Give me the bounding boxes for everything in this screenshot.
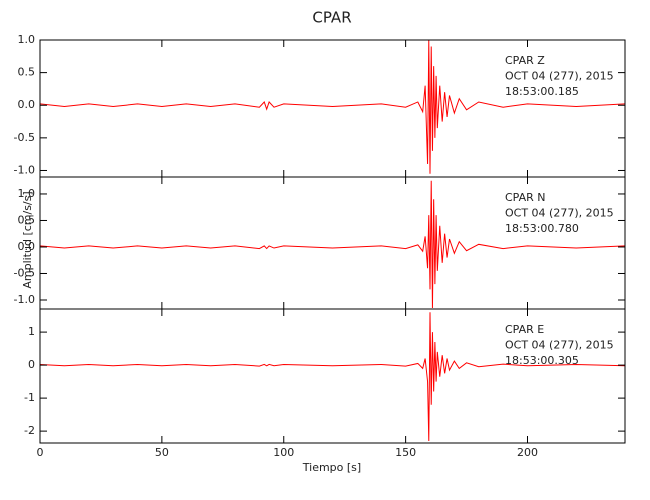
annotation: OCT 04 (277), 2015: [505, 339, 614, 352]
y-tick-label: -1: [24, 391, 35, 404]
waveform: [39, 39, 626, 174]
annotation: 18:53:00.305: [505, 354, 579, 367]
y-tick-label: 0.0: [18, 240, 36, 253]
y-axis-label: Amplitud [cm/s/s]: [21, 191, 34, 288]
y-tick-label: 0.5: [18, 213, 36, 226]
waveform: [39, 312, 626, 442]
annotation: 18:53:00.780: [505, 222, 579, 235]
y-tick-label: -0.5: [14, 131, 35, 144]
y-tick-label: 1.0: [18, 187, 36, 200]
annotation: CPAR N: [505, 191, 546, 204]
annotation: CPAR Z: [505, 54, 545, 67]
y-tick-label: 0.0: [18, 98, 36, 111]
y-tick-label: -2: [24, 424, 35, 437]
x-tick-label: 150: [395, 446, 416, 459]
annotation: OCT 04 (277), 2015: [505, 70, 614, 83]
x-tick-label: 100: [273, 446, 294, 459]
x-tick-label: 50: [155, 446, 169, 459]
y-tick-label: -1.0: [14, 293, 35, 306]
annotation: 18:53:00.185: [505, 85, 579, 98]
y-tick-label: 1: [28, 325, 35, 338]
x-axis-label: Tiempo [s]: [302, 461, 361, 474]
waveform: [39, 180, 626, 308]
y-tick-label: 1.0: [18, 33, 36, 46]
y-tick-label: 0.5: [18, 66, 36, 79]
y-tick-label: -1.0: [14, 163, 35, 176]
panel-frame: [39, 308, 626, 444]
x-tick-label: 200: [517, 446, 538, 459]
x-tick-label: 0: [37, 446, 44, 459]
annotation: OCT 04 (277), 2015: [505, 207, 614, 220]
y-tick-label: 0: [28, 358, 35, 371]
y-tick-label: -0.5: [14, 266, 35, 279]
chart-title: CPAR: [312, 9, 351, 27]
annotation: CPAR E: [505, 323, 544, 336]
